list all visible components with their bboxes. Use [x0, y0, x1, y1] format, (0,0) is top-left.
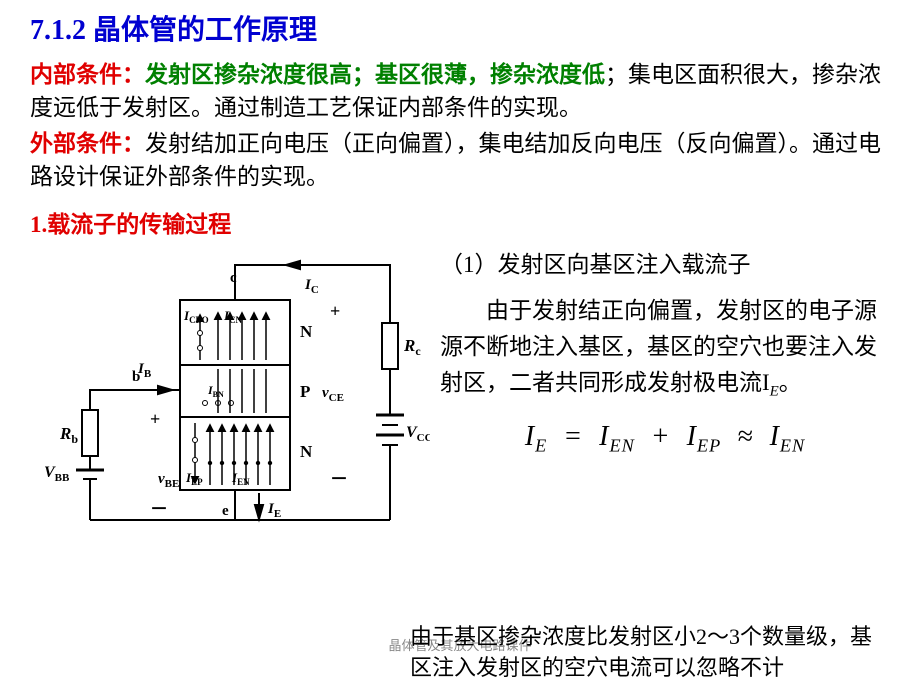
ie-equation: IE = IEN + IEP ≈ IEN: [440, 421, 890, 457]
external-text: 发射结加正向电压（正向偏置），集电结加反向电压（反向偏置）。通过电路设计保证外部…: [30, 131, 881, 189]
internal-hl2: 基区很薄，掺杂浓度低: [375, 62, 605, 87]
footer-note: 由于基区掺杂浓度比发射区小2～3个数量级，基区注入发射区的空穴电流可以忽略不计: [0, 622, 920, 684]
region-n2: N: [300, 442, 313, 461]
internal-hl1: 发射区掺杂浓度很高；: [145, 62, 375, 87]
svg-text:VCC: VCC: [406, 424, 430, 444]
svg-text:vCE: vCE: [322, 385, 344, 404]
terminal-c: c: [230, 270, 237, 286]
svg-text:+: +: [150, 409, 160, 429]
subheading-1: 1.载流子的传输过程: [30, 205, 890, 239]
svg-text:Rc: Rc: [403, 336, 421, 358]
external-conditions: 外部条件：发射结加正向电压（正向偏置），集电结加反向电压（反向偏置）。通过电路设…: [30, 127, 890, 194]
external-label: 外部条件：: [30, 131, 145, 156]
svg-text:vBE: vBE: [158, 471, 179, 490]
region-n1: N: [300, 322, 313, 341]
step1-paragraph: 由于发射结正向偏置，发射区的电子源源不断地注入基区，基区的空穴也要注入发射区，二…: [440, 293, 890, 403]
step1-title: （1）发射区向基区注入载流子: [440, 245, 890, 279]
transistor-circuit-diagram: c b e N P N IC IB IE ICBO ICN IBN: [30, 245, 430, 545]
svg-text:IC: IC: [304, 277, 319, 296]
svg-text:+: +: [330, 301, 340, 321]
svg-text:Rb: Rb: [59, 424, 78, 446]
svg-text:VBB: VBB: [44, 464, 70, 484]
terminal-e: e: [222, 503, 229, 519]
internal-label: 内部条件：: [30, 62, 145, 87]
internal-conditions: 内部条件：发射区掺杂浓度很高；基区很薄，掺杂浓度低；集电区面积很大，掺杂浓度远低…: [30, 58, 890, 125]
section-title-text: 晶体管的工作原理: [93, 15, 317, 46]
section-title: 7.1.2 晶体管的工作原理: [30, 8, 890, 48]
svg-text:－: －: [150, 499, 168, 519]
section-number: 7.1.2: [30, 15, 86, 46]
svg-text:－: －: [330, 469, 348, 489]
svg-text:IE: IE: [267, 501, 281, 520]
region-p: P: [300, 382, 310, 401]
